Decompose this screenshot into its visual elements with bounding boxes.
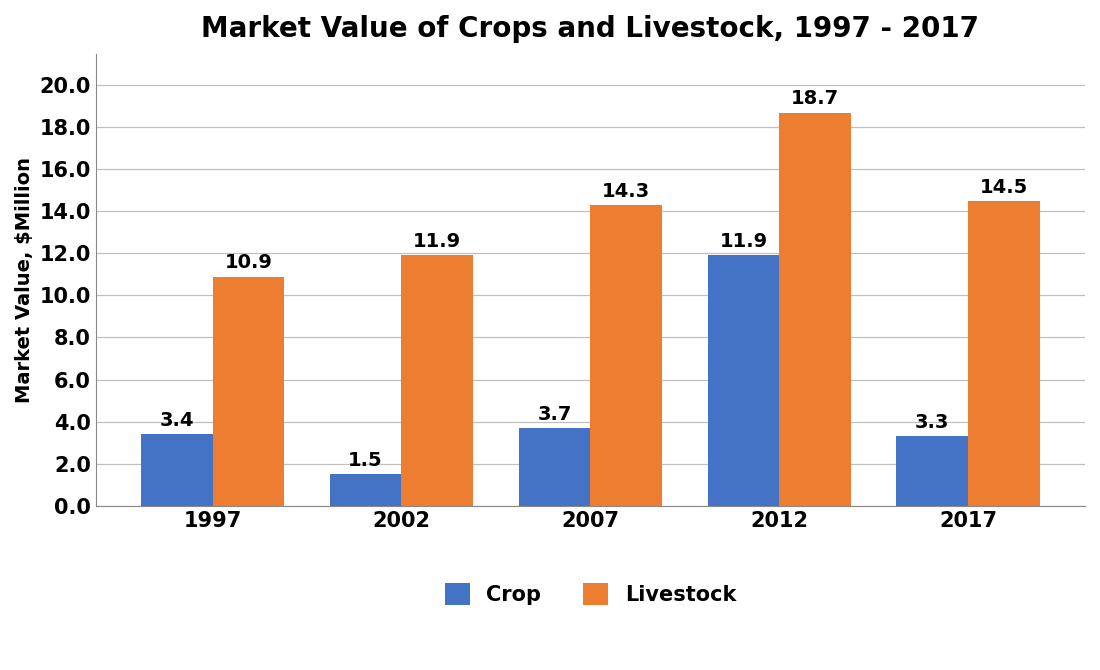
Text: 11.9: 11.9 <box>414 232 461 251</box>
Bar <box>896 436 968 506</box>
Text: 10.9: 10.9 <box>224 253 273 272</box>
Bar <box>402 255 473 506</box>
Text: 3.7: 3.7 <box>537 405 572 423</box>
Text: 1.5: 1.5 <box>349 451 383 470</box>
Y-axis label: Market Value, $Million: Market Value, $Million <box>15 157 34 403</box>
Text: 3.3: 3.3 <box>915 413 949 432</box>
Text: 3.4: 3.4 <box>160 411 194 430</box>
Bar <box>518 428 591 506</box>
Bar <box>591 205 662 506</box>
Bar <box>707 255 779 506</box>
Bar <box>779 113 851 506</box>
Title: Market Value of Crops and Livestock, 1997 - 2017: Market Value of Crops and Livestock, 199… <box>201 15 979 43</box>
Bar <box>330 474 402 506</box>
Text: 14.5: 14.5 <box>980 178 1028 196</box>
Text: 11.9: 11.9 <box>719 232 768 251</box>
Bar <box>212 277 284 506</box>
Text: 14.3: 14.3 <box>602 182 650 201</box>
Text: 18.7: 18.7 <box>791 89 839 109</box>
Bar <box>141 434 212 506</box>
Legend: Crop, Livestock: Crop, Livestock <box>437 575 745 613</box>
Bar <box>968 201 1040 506</box>
